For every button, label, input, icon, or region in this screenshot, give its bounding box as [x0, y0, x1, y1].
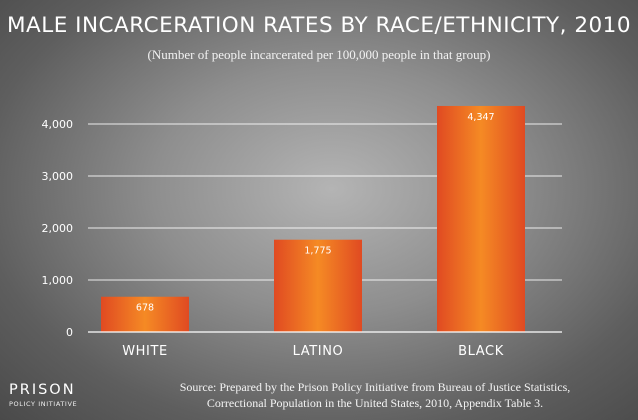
x-category-label: LATINO [293, 344, 344, 359]
source-note: Source: Prepared by the Prison Policy In… [150, 379, 600, 411]
y-tick-label: 0 [66, 326, 73, 339]
x-category-label: BLACK [458, 344, 504, 359]
y-tick-label: 4,000 [42, 118, 74, 131]
x-category-label: WHITE [122, 344, 168, 359]
x-axis-category-labels: WHITE LATINO BLACK [122, 344, 504, 359]
logo-main-text: PRISON [9, 382, 76, 398]
y-axis-tick-labels: 0 1,000 2,000 3,000 4,000 [42, 118, 74, 339]
bar-latino [274, 239, 362, 332]
bars [101, 105, 525, 333]
y-tick-label: 3,000 [42, 170, 74, 183]
y-tick-label: 2,000 [42, 222, 74, 235]
prison-policy-logo: PRISON POLICY INITIATIVE [9, 382, 78, 409]
source-line-2: Correctional Population in the United St… [206, 396, 544, 410]
bar-value-label: 4,347 [467, 112, 494, 123]
chart-title: MALE INCARCERATION RATES BY RACE/ETHNICI… [6, 13, 632, 38]
chart-subtitle: (Number of people incarcerated per 100,0… [147, 47, 491, 62]
bar-value-label: 1,775 [304, 246, 331, 257]
bar-black [437, 105, 525, 333]
bar-value-labels: 678 1,775 4,347 [136, 112, 495, 314]
logo-sub-text: POLICY INITIATIVE [9, 400, 78, 408]
source-line-1: Source: Prepared by the Prison Policy In… [179, 380, 571, 394]
bar-value-label: 678 [136, 303, 154, 314]
bar-white [101, 296, 189, 332]
y-tick-label: 1,000 [42, 274, 74, 287]
